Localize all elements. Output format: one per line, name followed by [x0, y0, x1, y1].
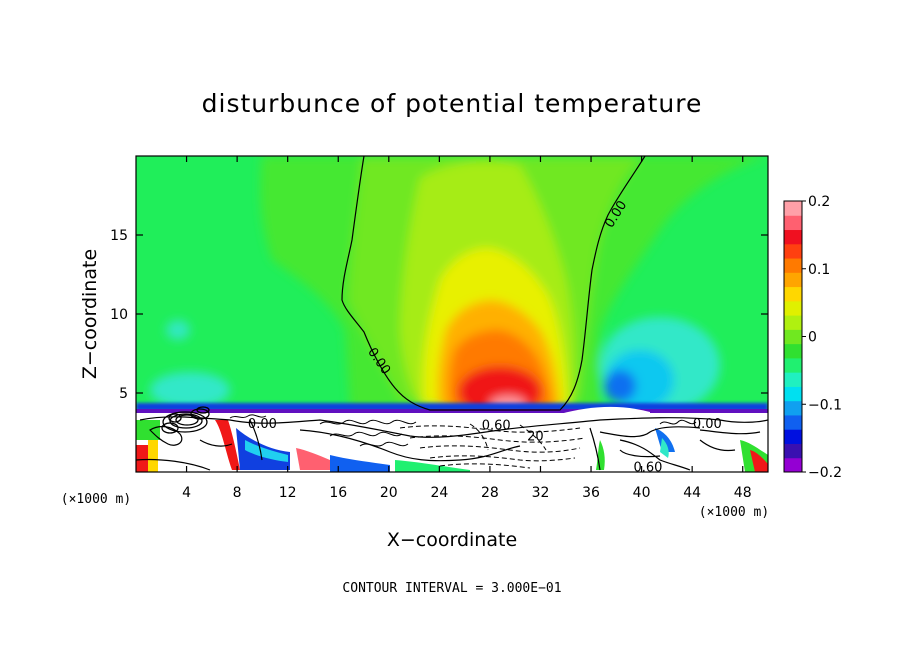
- colorbar-segment: [784, 429, 802, 444]
- purple-band: [136, 409, 768, 413]
- x-unit-label: (×1000 m): [699, 505, 769, 520]
- colorbar-segment: [784, 315, 802, 330]
- colorbar-segment: [784, 272, 802, 288]
- x-tick-label: 16: [329, 485, 347, 501]
- colorbar-tick-label: −0.2: [808, 465, 842, 481]
- z-unit-label: (×1000 m): [61, 492, 131, 507]
- dashed-negative-contours: [399, 423, 586, 469]
- contour-loops-left: [161, 406, 210, 434]
- contour-label: 0.00: [248, 417, 277, 432]
- colorbar-segment: [784, 286, 802, 302]
- x-tick-label: 4: [182, 485, 191, 501]
- x-tick-label: 12: [279, 485, 297, 501]
- colorbar-segment: [784, 243, 802, 259]
- y-axis-label: Z−coordinate: [79, 249, 101, 379]
- x-axis: 4 8 12 16 20 24 28 32 36 40 44 48: [182, 156, 752, 501]
- zero-contour-main: [341, 156, 646, 411]
- colorbar-tick-label: 0.1: [808, 262, 830, 278]
- lower-contour-10: [619, 449, 661, 458]
- colorbar-segment: [784, 258, 802, 273]
- x-tick-label: 24: [430, 485, 448, 501]
- colorbar-segment: [784, 386, 802, 402]
- colorbar-segment: [784, 400, 802, 416]
- lower-contour-5: [619, 439, 691, 471]
- y-tick-label: 15: [110, 228, 128, 244]
- lower-contour-4: [589, 427, 601, 471]
- lower-contour-3: [299, 429, 521, 462]
- squiggle-contours: [229, 414, 697, 447]
- blue-band: [136, 403, 768, 411]
- lower-contour-8: [249, 419, 263, 461]
- x-tick-label: 20: [380, 485, 398, 501]
- x-tick-label: 36: [582, 485, 600, 501]
- y-tick-label: 10: [110, 307, 128, 323]
- lower-color-patches: [136, 420, 768, 472]
- colorbar-segment: [784, 443, 802, 459]
- chart-title: disturbunce of potential temperature: [202, 89, 703, 118]
- lower-contour-6: [699, 429, 761, 435]
- colorbar-tick-label: 0: [808, 330, 817, 346]
- heatmap-field: [136, 156, 768, 472]
- lower-contour-12: [199, 439, 233, 447]
- upper-left-cyan-patch: [166, 320, 190, 340]
- colorbar-segment: [784, 300, 802, 316]
- colorbar-segment: [784, 329, 802, 345]
- lower-contour-1: [139, 416, 768, 438]
- x-tick-label: 28: [481, 485, 499, 501]
- contour-label: 0.60: [482, 419, 511, 434]
- x-tick-label: 32: [532, 485, 550, 501]
- y-axis: 5 10 15: [110, 228, 768, 402]
- lower-contour-7: [136, 458, 211, 471]
- x-tick-label: 8: [233, 485, 242, 501]
- lower-contour-11: [699, 439, 736, 452]
- colorbar-segment: [784, 215, 802, 231]
- x-axis-label: X−coordinate: [387, 529, 517, 551]
- cold-anomaly-blue: [604, 370, 636, 402]
- lower-contour-9: [599, 426, 701, 438]
- colorbar-segment: [784, 372, 802, 387]
- y-tick-label: 5: [119, 386, 128, 402]
- colorbar-segment: [784, 343, 802, 359]
- colorbar: 0.2 0.1 0 −0.1 −0.2: [783, 194, 842, 481]
- contour-label: 0.00: [693, 417, 722, 432]
- left-cold-patch: [150, 372, 230, 408]
- colorbar-segment: [784, 414, 802, 430]
- contour-label: 0.60: [633, 461, 662, 476]
- contour-label: 20: [527, 430, 544, 445]
- x-tick-label: 44: [683, 485, 701, 501]
- contour-interval-text: CONTOUR INTERVAL = 3.000E−01: [342, 581, 561, 596]
- x-tick-label: 40: [633, 485, 651, 501]
- x-tick-label: 48: [734, 485, 752, 501]
- colorbar-segment: [784, 357, 802, 373]
- contour-lines: [136, 156, 768, 471]
- colorbar-segment: [784, 229, 802, 245]
- colorbar-tick-label: −0.1: [808, 397, 842, 413]
- terrain-white-bump: [560, 406, 650, 416]
- colorbar-segment: [784, 201, 802, 216]
- colorbar-segment: [784, 457, 802, 473]
- colorbar-tick-label: 0.2: [808, 194, 830, 210]
